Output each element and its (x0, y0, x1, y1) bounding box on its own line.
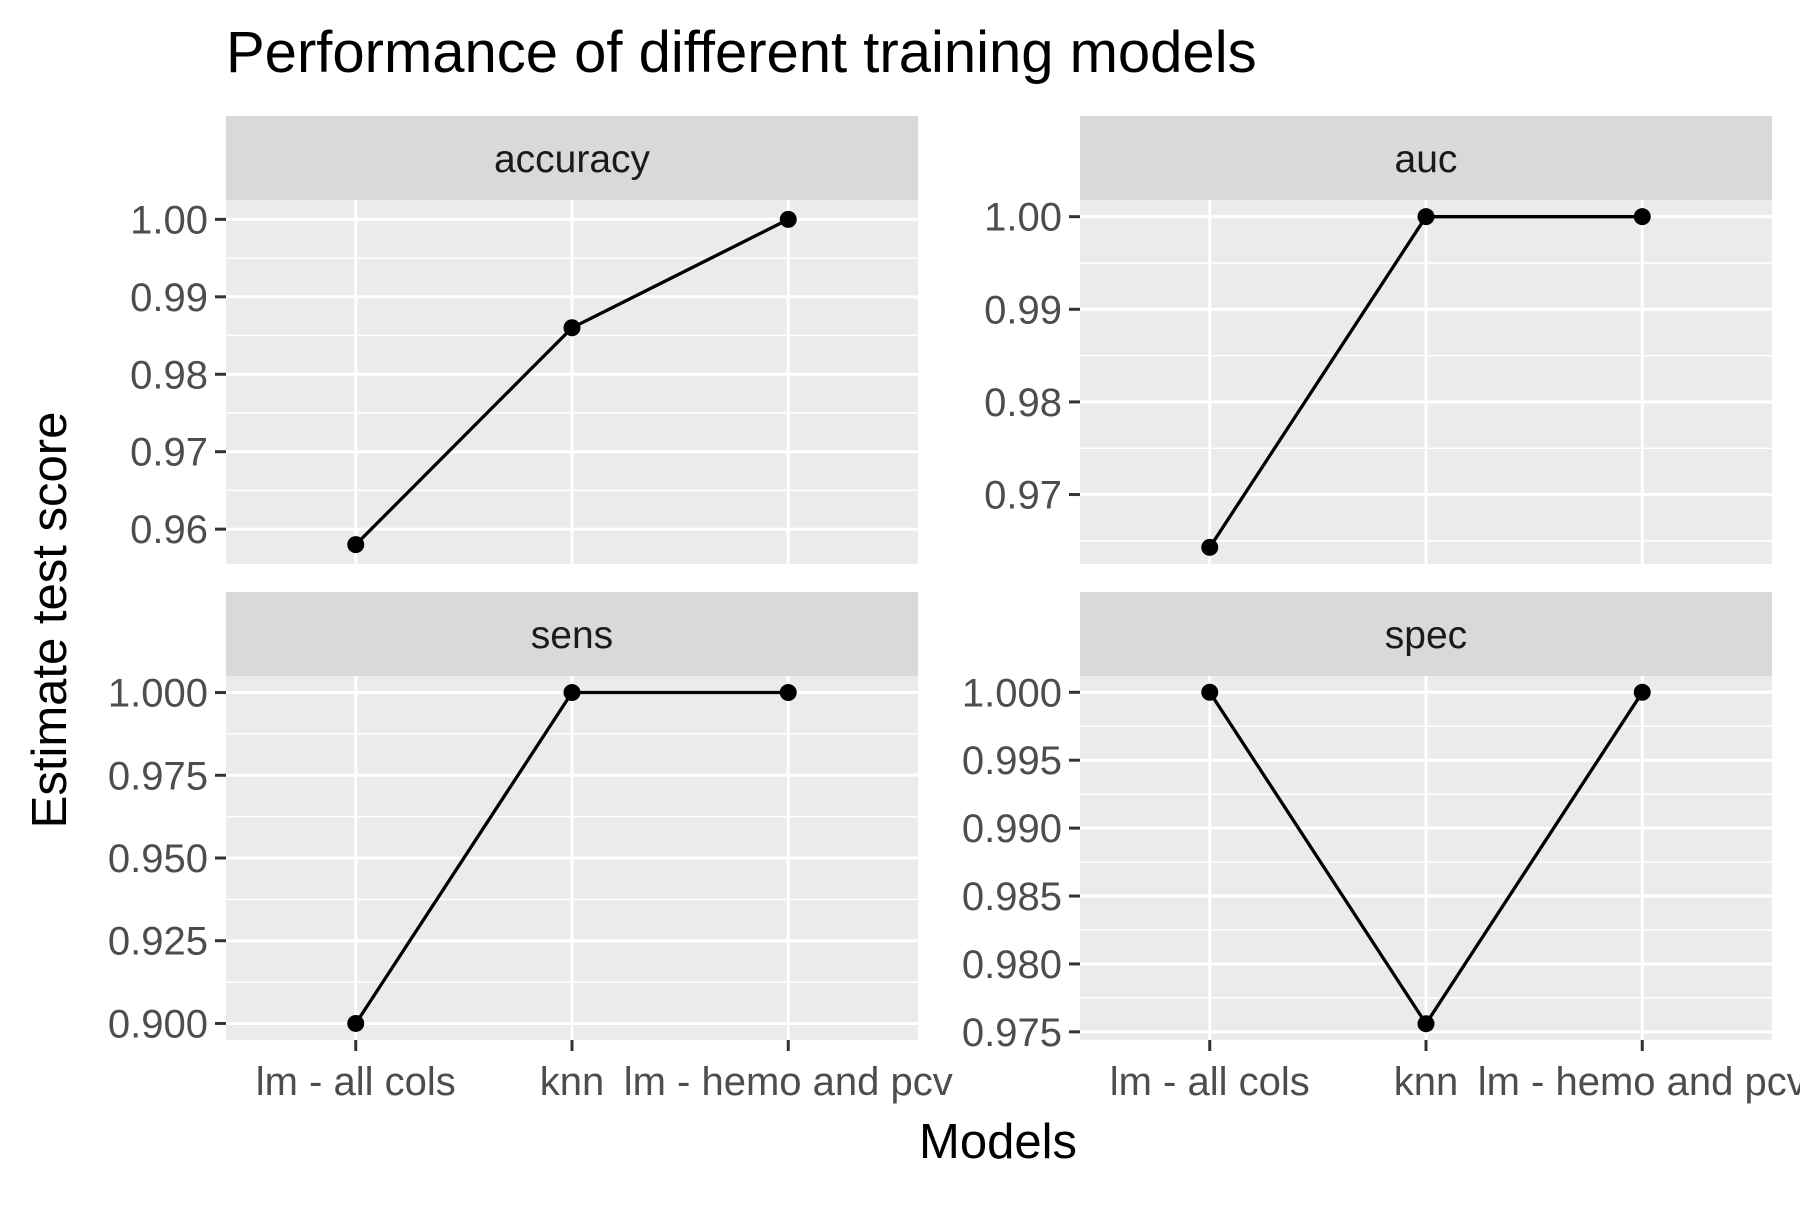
y-tick-label: 0.925 (108, 920, 208, 964)
y-tick-label: 1.000 (962, 671, 1062, 715)
y-tick-label: 0.99 (130, 276, 208, 320)
strip-label-sens: sens (531, 614, 613, 657)
data-point-accuracy (347, 536, 365, 554)
x-tick-label: lm - hemo and pcv (1478, 1060, 1800, 1104)
x-tick-label: lm - all cols (256, 1060, 456, 1104)
y-tick-label: 1.00 (130, 198, 208, 242)
y-tick-label: 1.00 (984, 196, 1062, 240)
data-point-sens (779, 684, 797, 702)
data-point-auc (1633, 208, 1651, 226)
facet-sens: sens 0.900 0.925 0.950 0.975 1.000 lm - all co… (108, 592, 953, 1104)
strip-spec (1080, 592, 1772, 676)
x-tick-label: lm - hemo and pcv (624, 1060, 953, 1104)
data-point-auc (1201, 538, 1219, 556)
y-tick-label: 0.900 (108, 1002, 208, 1046)
strip-auc (1080, 116, 1772, 200)
x-axis-title: Models (919, 1115, 1077, 1169)
y-tick-label: 0.96 (130, 508, 208, 552)
y-tick-label: 0.99 (984, 288, 1062, 332)
y-tick-label: 0.975 (108, 754, 208, 798)
data-point-spec (1633, 683, 1651, 701)
y-tick-label: 0.98 (130, 353, 208, 397)
data-point-sens (563, 684, 581, 702)
strip-label-accuracy: accuracy (494, 138, 651, 181)
y-tick-label: 1.000 (108, 672, 208, 716)
y-tick-label: 0.97 (130, 431, 208, 475)
data-point-accuracy (563, 319, 581, 337)
x-tick-label: knn (540, 1060, 605, 1104)
y-tick-label: 0.995 (962, 739, 1062, 783)
y-tick-label: 0.980 (962, 943, 1062, 987)
strip-label-spec: spec (1385, 614, 1467, 657)
data-point-auc (1417, 208, 1435, 226)
data-point-spec (1417, 1015, 1435, 1033)
strip-label-auc: auc (1395, 138, 1458, 181)
y-tick-label: 0.985 (962, 875, 1062, 919)
facet-accuracy: accuracy 0.96 0.97 0.98 0.99 1.00 (130, 116, 918, 564)
facet-auc: auc 0.97 0.98 0.99 1.00 (984, 116, 1772, 564)
x-tick-label: lm - all cols (1110, 1060, 1310, 1104)
facets-layer: accuracy0.960.970.980.991.00auc0.970.980… (108, 116, 1800, 1104)
data-point-spec (1201, 683, 1219, 701)
y-tick-label: 0.990 (962, 807, 1062, 851)
y-tick-label: 0.98 (984, 381, 1062, 425)
strip-accuracy (226, 116, 918, 200)
facet-spec: spec 0.975 0.980 0.985 0.990 0.995 1.000 lm - a… (962, 592, 1800, 1104)
x-tick-label: knn (1394, 1060, 1459, 1104)
y-tick-label: 0.950 (108, 837, 208, 881)
y-tick-label: 0.97 (984, 474, 1062, 518)
strip-sens (226, 592, 918, 676)
data-point-sens (347, 1014, 365, 1032)
chart-title: Performance of different training models (226, 20, 1257, 85)
data-point-accuracy (779, 210, 797, 228)
y-tick-label: 0.975 (962, 1011, 1062, 1055)
y-axis-title: Estimate test score (23, 412, 77, 829)
